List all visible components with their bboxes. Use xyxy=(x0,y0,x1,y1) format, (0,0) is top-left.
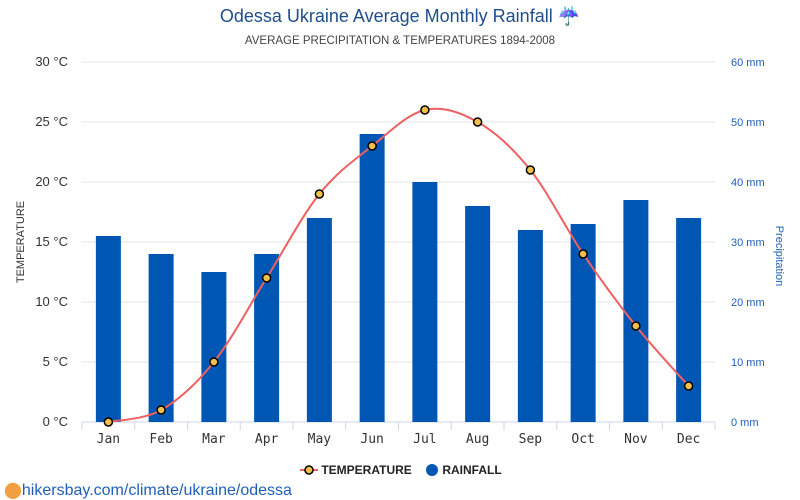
x-tick-label: Aug xyxy=(466,432,489,447)
y-tick-right: 40 mm xyxy=(731,177,765,189)
bar-rainfall xyxy=(412,182,438,422)
y-tick-right: 50 mm xyxy=(731,117,765,129)
bar-rainfall xyxy=(201,272,227,422)
legend-rainfall[interactable]: RAINFALL xyxy=(425,463,502,477)
temperature-point xyxy=(209,357,219,367)
y-tick-left: 20 °C xyxy=(35,174,68,189)
y-tick-left: 30 °C xyxy=(35,54,68,69)
temperature-point xyxy=(472,117,483,127)
x-tick-label: Jan xyxy=(97,432,120,447)
y-axis-label-right: Precipitation xyxy=(773,226,785,287)
temperature-point xyxy=(420,105,430,115)
x-tick-label: Sep xyxy=(519,432,543,447)
umbrella-rain-icon: ☔ xyxy=(557,6,581,26)
y-tick-left: 25 °C xyxy=(35,114,68,129)
bar-rainfall xyxy=(623,200,649,422)
bar-rainfall xyxy=(465,206,491,422)
temperature-point xyxy=(578,249,588,259)
x-tick-label: Apr xyxy=(255,432,279,447)
y-tick-right: 60 mm xyxy=(731,57,765,69)
x-tick-label: Oct xyxy=(571,432,594,447)
legend-temperature[interactable]: TEMPERATURE xyxy=(300,463,412,477)
x-tick-label: Feb xyxy=(149,432,173,447)
x-tick-label: Mar xyxy=(202,432,226,447)
chart-title: Odessa Ukraine Average Monthly Rainfall … xyxy=(219,6,581,26)
map-pin-icon: ⬤ xyxy=(4,482,22,499)
temperature-point xyxy=(683,381,694,391)
temperature-point xyxy=(156,405,166,415)
x-tick-label: Jun xyxy=(360,432,383,447)
bar-rainfall xyxy=(517,230,543,422)
bar-rainfall xyxy=(306,218,332,422)
bar-rainfall xyxy=(359,134,385,422)
bar-rainfall xyxy=(95,236,121,422)
temperature-point xyxy=(367,141,377,151)
y-tick-right: 10 mm xyxy=(731,357,765,369)
y-tick-left: 5 °C xyxy=(43,354,68,369)
y-tick-left: 15 °C xyxy=(35,234,68,249)
x-tick-label: Dec xyxy=(677,432,700,447)
y-axis-label-left: TEMPERATURE xyxy=(15,201,27,283)
temperature-line xyxy=(108,107,690,423)
bar-rainfall xyxy=(676,218,702,422)
temperature-point xyxy=(314,189,325,199)
x-tick-label: May xyxy=(308,432,332,447)
y-tick-left: 10 °C xyxy=(35,294,68,309)
y-tick-right: 20 mm xyxy=(731,297,765,309)
source-link[interactable]: ⬤hikersbay.com/climate/ukraine/odessa xyxy=(4,482,292,499)
bar-rainfall xyxy=(148,254,174,422)
line-marker-icon xyxy=(300,465,318,475)
temperature-point xyxy=(261,273,272,283)
temperature-point xyxy=(631,321,641,331)
x-tick-label: Jul xyxy=(413,432,436,447)
circle-icon xyxy=(426,464,438,476)
x-tick-label: Nov xyxy=(624,432,648,447)
temperature-point xyxy=(103,417,114,427)
y-tick-right: 0 mm xyxy=(731,417,759,429)
y-tick-right: 30 mm xyxy=(731,237,765,249)
temperature-point xyxy=(525,165,536,175)
y-tick-left: 0 °C xyxy=(43,414,68,429)
chart-subtitle: AVERAGE PRECIPITATION & TEMPERATURES 189… xyxy=(244,35,556,47)
